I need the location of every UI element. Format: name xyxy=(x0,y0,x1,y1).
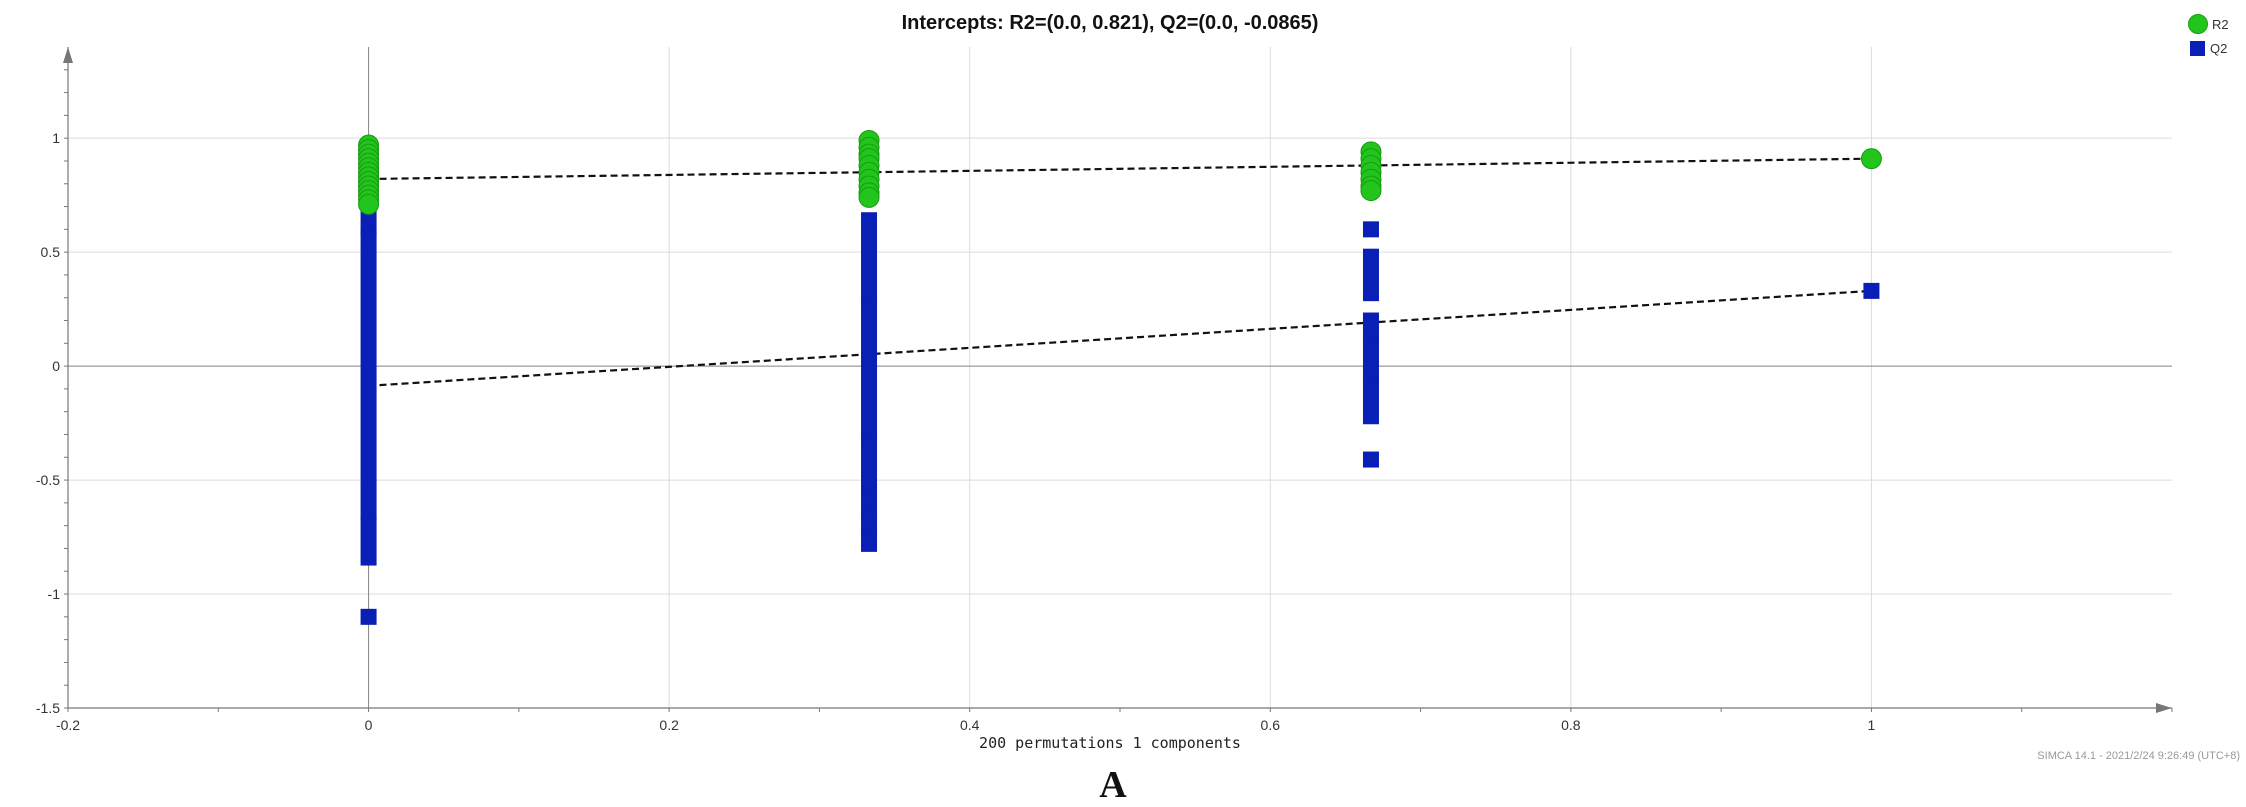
r2-marker xyxy=(1860,148,1882,170)
q2-marker xyxy=(1362,248,1379,302)
legend-item-r2: R2 xyxy=(2188,12,2229,36)
x-tick-label: 0.6 xyxy=(1261,717,1281,733)
r2-marker xyxy=(1360,180,1382,202)
q2-marker xyxy=(1362,451,1379,468)
y-tick-label: 1 xyxy=(52,130,60,146)
regression-line-q2 xyxy=(368,289,1872,387)
r2-circle-icon xyxy=(2188,14,2208,34)
grid-lines xyxy=(68,47,2172,708)
regression-line-r2 xyxy=(368,157,1872,181)
x-tick-label: 0 xyxy=(365,717,373,733)
y-tick-label: -0.5 xyxy=(36,472,60,488)
q2-marker xyxy=(1863,282,1880,299)
q2-series xyxy=(360,173,1880,625)
q2-marker xyxy=(861,296,878,443)
x-tick-label: 0.8 xyxy=(1561,717,1581,733)
figure-caption: A xyxy=(1099,764,1127,806)
x-tick-label: 0.2 xyxy=(659,717,679,733)
q2-marker xyxy=(360,608,377,625)
q2-marker xyxy=(1362,312,1379,345)
r2-series xyxy=(358,129,1882,215)
q2-marker xyxy=(861,488,878,518)
x-tick-label: 0.4 xyxy=(960,717,980,733)
y-axis-arrow xyxy=(63,47,73,63)
q2-marker xyxy=(1362,221,1379,238)
q2-marker xyxy=(1362,339,1379,381)
legend-label-q2: Q2 xyxy=(2210,40,2228,56)
q2-marker xyxy=(861,212,878,306)
x-tick-label: -0.2 xyxy=(56,717,80,733)
chart-title: Intercepts: R2=(0.0, 0.821), Q2=(0.0, -0… xyxy=(901,12,1319,34)
y-tick-label: 0.5 xyxy=(41,244,61,260)
y-tick-label: -1 xyxy=(48,586,61,602)
y-tick-label: -1.5 xyxy=(36,700,60,716)
q2-marker xyxy=(861,529,878,552)
q2-square-icon xyxy=(2190,40,2205,56)
axes xyxy=(63,47,2173,713)
legend-item-q2: Q2 xyxy=(2188,36,2229,60)
y-tick-label: 0 xyxy=(52,358,60,374)
legend: R2 Q2 xyxy=(2188,12,2229,60)
r2-marker xyxy=(358,193,380,215)
r2-marker xyxy=(858,186,880,208)
q2-marker xyxy=(360,517,377,566)
x-axis-label: 200 permutations 1 components xyxy=(979,734,1241,752)
tick-labels: -0.2 0 0.2 0.4 0.6 0.8 1 -1.5 -1 -0.5 0 0.5 1 xyxy=(36,130,1876,733)
q2-marker xyxy=(861,433,878,491)
legend-label-r2: R2 xyxy=(2212,16,2229,32)
software-watermark: SIMCA 14.1 - 2021/2/24 9:26:49 (UTC+8) xyxy=(2037,750,2240,762)
regression-lines xyxy=(368,157,1872,387)
q2-marker xyxy=(360,230,377,520)
x-tick-label: 1 xyxy=(1868,717,1876,733)
q2-marker xyxy=(1362,376,1379,425)
x-axis-arrow xyxy=(2156,703,2172,713)
